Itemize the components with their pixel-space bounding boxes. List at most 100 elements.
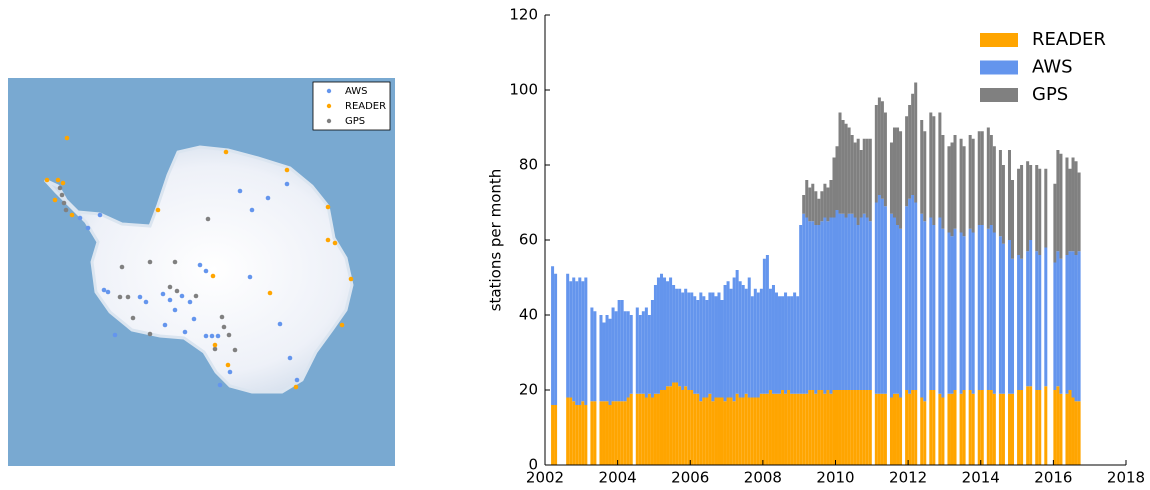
y-tick-label: 60 [519, 231, 538, 249]
bar-segment [612, 401, 615, 465]
bar-segment [775, 293, 778, 394]
bar-segment [1038, 255, 1041, 390]
station-dot [58, 186, 63, 191]
bar-segment [654, 394, 657, 465]
bar-segment [1017, 390, 1020, 465]
bar-segment [860, 150, 863, 218]
bar-segment [1056, 251, 1059, 386]
bar-segment [860, 390, 863, 465]
bar-segment [899, 229, 902, 398]
bar-segment [648, 394, 651, 465]
bar-segment [551, 266, 554, 405]
station-dot [278, 322, 283, 327]
bar-segment [1029, 165, 1032, 240]
bar-segment [602, 401, 605, 465]
bar-segment [836, 146, 839, 210]
bar-segment [569, 281, 572, 397]
bar-segment [733, 278, 736, 402]
station-dot [266, 196, 271, 201]
bar-segment [854, 143, 857, 218]
bar-segment [890, 398, 893, 466]
bar-segment [609, 405, 612, 465]
bar-segment [923, 131, 926, 221]
bar-segment [730, 398, 733, 466]
bar-segment [820, 191, 823, 221]
station-dot [148, 332, 153, 337]
bar-segment [754, 289, 757, 398]
bar-segment [951, 143, 954, 237]
legend-label: GPS [345, 116, 365, 127]
bar-segment [881, 199, 884, 394]
bar-segment [908, 394, 911, 465]
bar-segment [681, 390, 684, 465]
bar-segment [1008, 394, 1011, 465]
bar-segment [781, 390, 784, 465]
bar-segment [1075, 255, 1078, 401]
bar-segment [845, 124, 848, 218]
bar-segment [911, 195, 914, 390]
bar-segment [575, 281, 578, 405]
bar-segment [572, 278, 575, 402]
bar-segment [714, 296, 717, 397]
station-dot [288, 356, 293, 361]
bar-segment [914, 83, 917, 203]
bar-segment [866, 139, 869, 218]
bar-segment [896, 394, 899, 465]
bar-segment [845, 390, 848, 465]
bar-segment [911, 94, 914, 195]
station-dot [56, 178, 61, 183]
bar-segment [612, 308, 615, 402]
bar-segment [817, 225, 820, 390]
bar-segment [938, 113, 941, 218]
bar-segment [848, 390, 851, 465]
station-dot [211, 274, 216, 279]
bar-segment [851, 214, 854, 390]
station-dot [192, 317, 197, 322]
bar-segment [1029, 386, 1032, 465]
bar-segment [730, 289, 733, 398]
bar-segment [793, 293, 796, 394]
bar-segment [736, 394, 739, 465]
bar-segment [711, 401, 714, 465]
bar-segment [793, 394, 796, 465]
bar-segment [999, 236, 1002, 394]
x-tick-label: 2012 [889, 469, 927, 487]
bar-segment [575, 405, 578, 465]
bar-segment [869, 221, 872, 390]
bar-segment [663, 278, 666, 391]
bar-segment [630, 315, 633, 394]
bar-segment [808, 221, 811, 390]
station-dot [163, 323, 168, 328]
bar-segment [811, 390, 814, 465]
bar-segment [817, 199, 820, 225]
bar-segment [645, 308, 648, 398]
bar-segment [639, 315, 642, 394]
legend-label: GPS [1032, 84, 1068, 105]
bar-segment [941, 135, 944, 229]
bar-segment [1029, 240, 1032, 386]
bar-segment [1053, 184, 1056, 263]
bar-segment [599, 315, 602, 401]
station-dot [228, 370, 233, 375]
bar-segment [757, 398, 760, 466]
legend-swatch [980, 33, 1018, 47]
bar-segment [1065, 394, 1068, 465]
bar-segment [884, 206, 887, 394]
bar-segment [742, 285, 745, 398]
station-dot [349, 277, 354, 282]
bar-segment [615, 401, 618, 465]
bar-segment [899, 131, 902, 229]
bar-segment [826, 188, 829, 222]
station-dot [333, 241, 338, 246]
station-dot [173, 260, 178, 265]
bar-segment [705, 300, 708, 398]
bar-segment [781, 296, 784, 390]
bar-segment [684, 289, 687, 387]
bar-segment [808, 188, 811, 222]
bar-segment [584, 405, 587, 465]
x-tick-label: 2014 [962, 469, 1000, 487]
bar-segment [1078, 251, 1081, 401]
station-dot [120, 265, 125, 270]
bar-segment [1072, 251, 1075, 397]
bar-segment [1056, 150, 1059, 251]
